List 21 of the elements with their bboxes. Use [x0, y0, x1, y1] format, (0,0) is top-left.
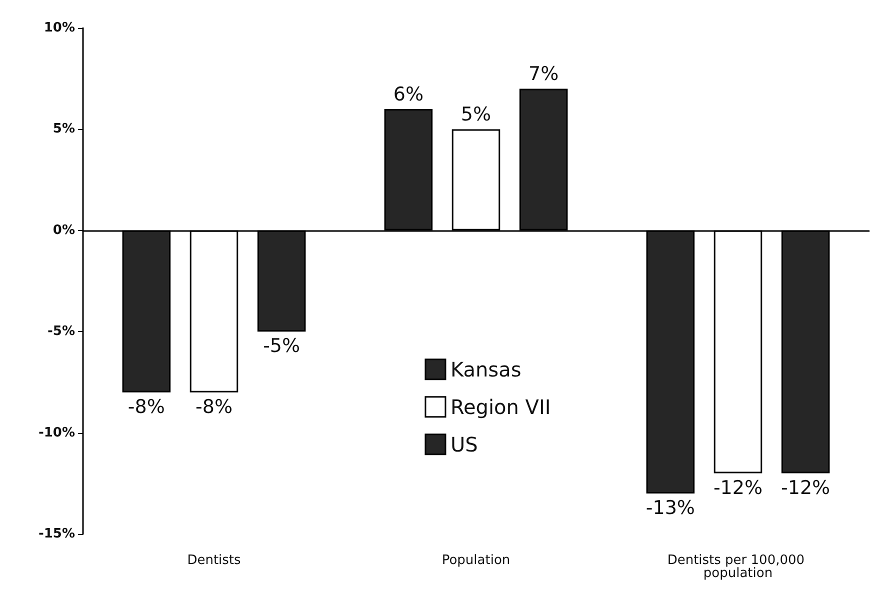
data-label: -8%: [196, 396, 232, 418]
y-tick-label: -5%: [48, 324, 75, 340]
x-tick-label: Population: [442, 553, 510, 568]
legend-label: US: [450, 432, 478, 456]
data-label: -12%: [781, 476, 830, 499]
data-label: 5%: [460, 104, 492, 126]
y-tick-label: 10%: [44, 20, 75, 36]
y-tick-label: 5%: [52, 122, 75, 137]
legend-label: Kansas: [450, 357, 522, 382]
data-label: -13%: [646, 497, 695, 520]
y-tick-label: -15%: [38, 526, 75, 542]
data-label: -12%: [713, 476, 763, 499]
x-tick-label: Dentists: [187, 553, 242, 568]
data-label: 7%: [528, 63, 559, 86]
y-tick-label: -10%: [38, 425, 75, 440]
legend-label: Region VII: [450, 394, 551, 419]
data-label: -5%: [263, 335, 300, 358]
y-tick-label: 0%: [52, 222, 75, 238]
data-label: 6%: [393, 83, 424, 106]
x-tick-label: Dentists per 100,000 population: [667, 553, 809, 581]
data-label: -8%: [128, 396, 165, 418]
